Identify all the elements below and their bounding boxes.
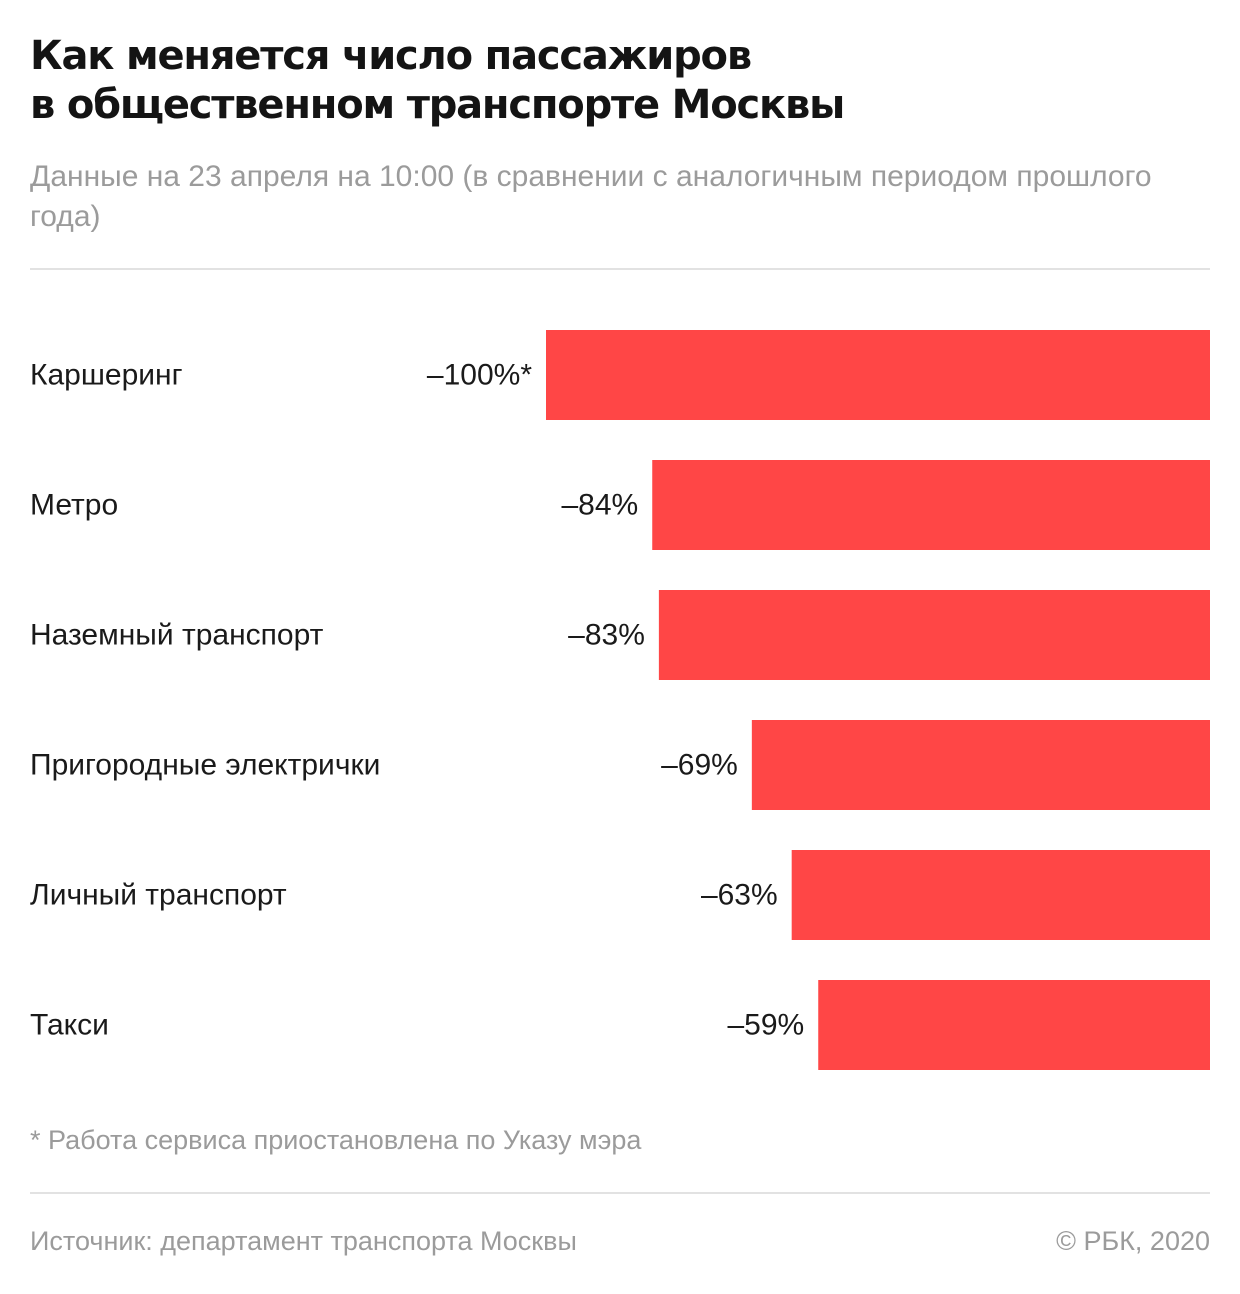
category-label-6: Такси [30, 1009, 109, 1042]
category-label-4: Пригородные электрички [30, 749, 380, 782]
chart-title: Как меняется число пассажиров в обществе… [30, 32, 1210, 130]
category-label-2: Метро [30, 489, 118, 522]
bar-2 [652, 460, 1210, 550]
copyright: © РБК, 2020 [1056, 1226, 1210, 1256]
chart-title-line-1: Как меняется число пассажиров [30, 33, 752, 79]
source-note: Источник: департамент транспорта Москвы [30, 1226, 577, 1256]
top-divider [30, 268, 1210, 270]
value-label-3: –83% [568, 619, 645, 652]
category-label-1: Каршеринг [30, 359, 183, 392]
chart-title-line-2: в общественном транспорте Москвы [30, 82, 845, 128]
bar-5 [791, 850, 1210, 940]
category-label-5: Личный транспорт [30, 879, 287, 912]
value-label-4: –69% [661, 749, 738, 782]
chart-subtitle: Данные на 23 апреля на 10:00 (в сравнени… [30, 160, 1152, 233]
value-label-2: –84% [562, 489, 639, 522]
value-label-1: –100%* [427, 359, 532, 392]
bar-3 [658, 590, 1210, 680]
bottom-divider [30, 1192, 1210, 1194]
bar-6 [818, 980, 1210, 1070]
value-label-5: –63% [701, 879, 778, 912]
footnote: * Работа сервиса приостановлена по Указу… [30, 1125, 642, 1155]
bar-4 [751, 720, 1210, 810]
value-label-6: –59% [728, 1009, 805, 1042]
bar-1 [546, 330, 1210, 420]
category-label-3: Наземный транспорт [30, 619, 324, 652]
